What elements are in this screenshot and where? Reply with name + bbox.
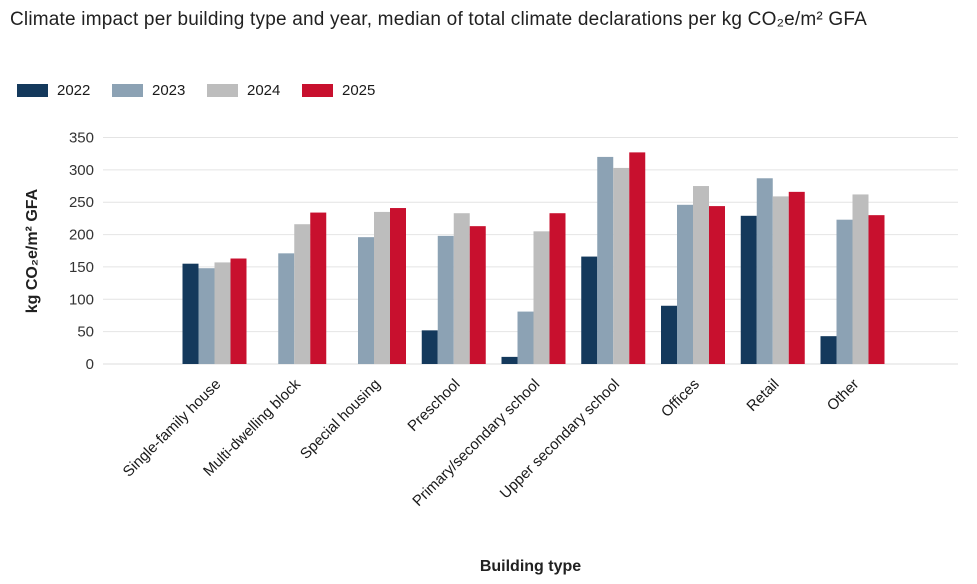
- x-label-primary-secondary-school: Primary/secondary school: [409, 376, 543, 510]
- x-label-retail: Retail: [743, 376, 782, 415]
- bar-2023-offices: [677, 204, 693, 364]
- bar-2024-multi-dwelling-block: [294, 224, 311, 364]
- legend-swatch-2025: [302, 84, 333, 97]
- bar-2023-other: [836, 219, 853, 364]
- bar-2023-special-housing: [358, 237, 374, 364]
- bar-2025-upper-secondary-school: [629, 152, 646, 364]
- bar-2025-multi-dwelling-block: [310, 212, 327, 364]
- y-tick-250: 250: [69, 194, 94, 211]
- legend-item-2022[interactable]: 2022: [17, 82, 112, 99]
- bar-2022-preschool: [421, 330, 438, 364]
- bar-2022-primary-secondary-school: [501, 356, 518, 364]
- legend-label: 2023: [152, 82, 186, 99]
- bar-2024-special-housing: [374, 211, 390, 364]
- legend-swatch-2022: [17, 84, 48, 97]
- legend-swatch-2024: [207, 84, 238, 97]
- bar-2023-primary-secondary-school: [517, 311, 534, 364]
- legend-label: 2025: [342, 82, 376, 99]
- bar-2025-other: [868, 215, 885, 364]
- bar-2024-primary-secondary-school: [533, 231, 550, 364]
- y-axis-title: kg CO₂e/m² GFA: [24, 188, 41, 313]
- bar-2025-primary-secondary-school: [549, 213, 566, 364]
- legend-label: 2022: [57, 82, 91, 99]
- bar-2025-preschool: [469, 226, 486, 364]
- x-label-special-housing: Special housing: [297, 376, 384, 463]
- x-label-preschool: Preschool: [404, 376, 463, 435]
- bar-2024-preschool: [453, 213, 470, 364]
- x-label-offices: Offices: [658, 376, 703, 421]
- bar-2024-retail: [772, 196, 789, 364]
- legend-item-2025[interactable]: 2025: [302, 82, 397, 99]
- bar-2025-special-housing: [390, 208, 406, 364]
- bar-2023-upper-secondary-school: [597, 156, 614, 364]
- bar-2025-offices: [709, 206, 725, 364]
- y-tick-200: 200: [69, 227, 94, 244]
- legend: 2022 2023 2024 2025: [17, 82, 397, 99]
- legend-swatch-2023: [112, 84, 143, 97]
- legend-label: 2024: [247, 82, 281, 99]
- y-tick-300: 300: [69, 162, 94, 179]
- bar-2022-single-family-house: [182, 263, 199, 364]
- bar-2022-other: [820, 336, 837, 364]
- legend-item-2023[interactable]: 2023: [112, 82, 207, 99]
- bar-2023-retail: [756, 178, 773, 364]
- y-tick-150: 150: [69, 259, 94, 276]
- y-tick-100: 100: [69, 291, 94, 308]
- bar-2024-single-family-house: [214, 262, 231, 364]
- x-label-other: Other: [824, 376, 863, 415]
- bar-2022-offices: [661, 305, 677, 364]
- bar-2022-retail: [740, 215, 757, 364]
- chart-title: Climate impact per building type and yea…: [10, 9, 868, 30]
- x-axis-title: Building type: [480, 558, 581, 575]
- bar-2024-other: [852, 194, 869, 364]
- bar-2024-offices: [693, 186, 709, 364]
- y-tick-50: 50: [77, 324, 94, 341]
- bar-2023-multi-dwelling-block: [278, 253, 295, 364]
- y-tick-0: 0: [86, 356, 94, 373]
- legend-item-2024[interactable]: 2024: [207, 82, 302, 99]
- bar-2024-upper-secondary-school: [613, 167, 630, 364]
- bar-2025-single-family-house: [230, 258, 247, 364]
- bar-2025-retail: [788, 191, 805, 364]
- bar-2022-upper-secondary-school: [581, 256, 598, 364]
- bar-2023-single-family-house: [198, 268, 215, 364]
- y-tick-350: 350: [69, 130, 94, 147]
- bar-2023-preschool: [437, 235, 454, 364]
